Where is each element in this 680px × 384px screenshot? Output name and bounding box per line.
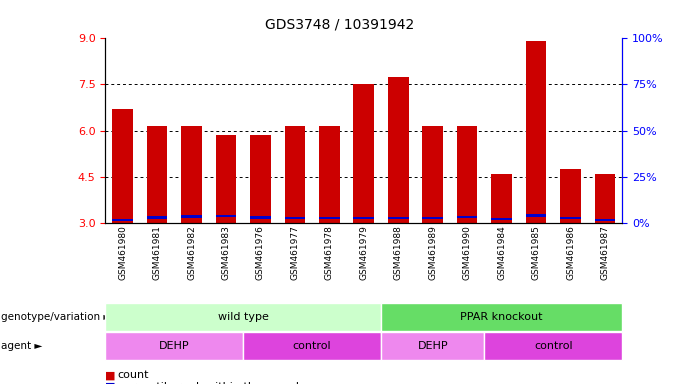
- Bar: [216, 215, 237, 217]
- Text: control: control: [534, 341, 573, 351]
- Text: count: count: [118, 370, 149, 380]
- Text: percentile rank within the sample: percentile rank within the sample: [118, 382, 305, 384]
- Bar: [457, 126, 477, 223]
- Bar: [491, 174, 512, 223]
- Bar: [354, 84, 374, 223]
- Bar: [422, 217, 443, 219]
- Text: control: control: [293, 341, 331, 351]
- Bar: [354, 217, 374, 219]
- Text: DEHP: DEHP: [159, 341, 190, 351]
- Text: PPAR knockout: PPAR knockout: [460, 312, 543, 322]
- Bar: [560, 169, 581, 223]
- Bar: [112, 109, 133, 223]
- Bar: [526, 41, 547, 223]
- Text: wild type: wild type: [218, 312, 269, 322]
- Bar: [250, 216, 271, 219]
- Bar: [112, 219, 133, 222]
- Bar: [181, 126, 202, 223]
- Text: ■: ■: [105, 370, 116, 380]
- Bar: [284, 217, 305, 219]
- Bar: [594, 174, 615, 223]
- Bar: [594, 219, 615, 222]
- Bar: [388, 217, 409, 219]
- Text: DEHP: DEHP: [418, 341, 448, 351]
- Bar: [147, 126, 167, 223]
- Bar: [250, 135, 271, 223]
- Bar: [422, 126, 443, 223]
- Text: genotype/variation ►: genotype/variation ►: [1, 312, 112, 322]
- Bar: [284, 126, 305, 223]
- Text: ■: ■: [105, 382, 116, 384]
- Bar: [491, 218, 512, 220]
- Text: GDS3748 / 10391942: GDS3748 / 10391942: [265, 17, 415, 31]
- Bar: [319, 126, 340, 223]
- Bar: [388, 77, 409, 223]
- Bar: [560, 217, 581, 219]
- Bar: [216, 135, 237, 223]
- Bar: [147, 216, 167, 219]
- Bar: [181, 215, 202, 218]
- Text: agent ►: agent ►: [1, 341, 43, 351]
- Bar: [457, 216, 477, 218]
- Bar: [319, 217, 340, 219]
- Bar: [526, 214, 547, 217]
